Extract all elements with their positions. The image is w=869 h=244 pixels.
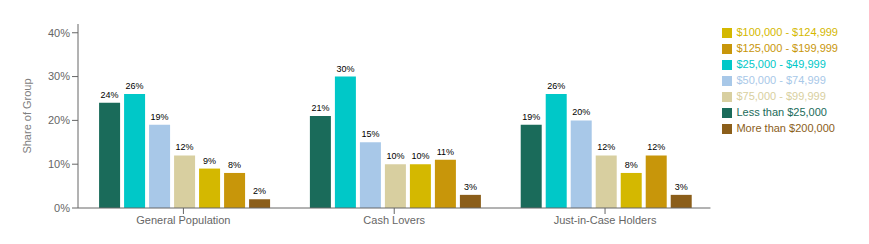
html-text:$100,000 - $124,999: $100,000 - $124,999 — [736, 26, 838, 38]
svg-text:8%: 8% — [228, 160, 241, 170]
svg-text:2%: 2% — [253, 186, 266, 196]
svg-text:20%: 20% — [572, 107, 590, 117]
svg-text:Share of Group: Share of Group — [21, 78, 33, 153]
html-text:More than $200,000: More than $200,000 — [736, 122, 835, 134]
html-text:$25,000 - $49,999: $25,000 - $49,999 — [736, 58, 826, 70]
svg-text:11%: 11% — [437, 147, 454, 157]
svg-text:0%: 0% — [54, 202, 70, 214]
svg-text:10%: 10% — [48, 158, 70, 170]
svg-text:12%: 12% — [647, 142, 665, 152]
svg-text:10%: 10% — [411, 151, 429, 161]
svg-text:Cash Lovers: Cash Lovers — [363, 214, 425, 226]
svg-text:26%: 26% — [126, 81, 144, 91]
html-text:$50,000 - $74,999: $50,000 - $74,999 — [736, 74, 826, 86]
svg-text:Just-in-Case Holders: Just-in-Case Holders — [554, 214, 657, 226]
svg-text:21%: 21% — [311, 103, 329, 113]
svg-text:12%: 12% — [176, 142, 194, 152]
svg-text:24%: 24% — [101, 90, 119, 100]
svg-text:15%: 15% — [361, 129, 379, 139]
html-text:$75,000 - $99,999: $75,000 - $99,999 — [736, 90, 826, 102]
svg-text:3%: 3% — [464, 182, 477, 192]
svg-text:26%: 26% — [547, 81, 565, 91]
svg-text:12%: 12% — [597, 142, 615, 152]
svg-text:3%: 3% — [675, 182, 688, 192]
svg-text:19%: 19% — [522, 112, 540, 122]
svg-text:8%: 8% — [625, 160, 638, 170]
svg-text:General Population: General Population — [136, 214, 230, 226]
svg-text:40%: 40% — [48, 27, 70, 39]
html-text:Less than $25,000: Less than $25,000 — [736, 106, 827, 118]
svg-text:9%: 9% — [203, 156, 216, 166]
svg-text:10%: 10% — [386, 151, 404, 161]
svg-text:30%: 30% — [48, 70, 70, 82]
svg-text:30%: 30% — [336, 64, 354, 74]
svg-text:20%: 20% — [48, 114, 70, 126]
svg-text:19%: 19% — [151, 112, 169, 122]
html-text:$125,000 - $199,999: $125,000 - $199,999 — [736, 42, 838, 54]
